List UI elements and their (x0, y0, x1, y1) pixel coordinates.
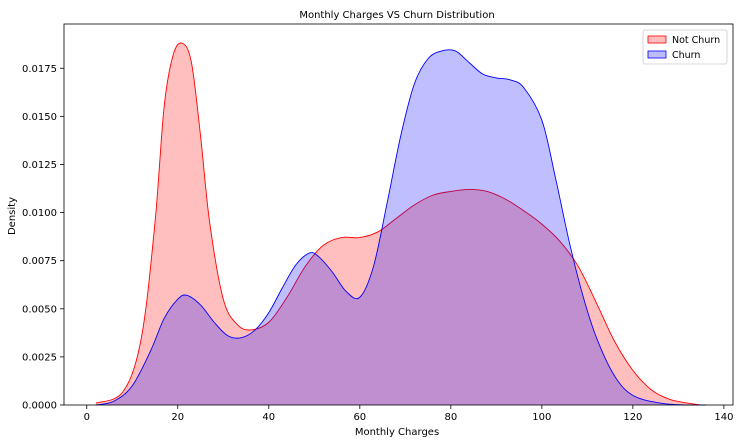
legend: Not Churn Churn (642, 29, 728, 65)
series-line-churn (95, 49, 706, 406)
legend-label-churn: Churn (672, 50, 700, 61)
x-tick-label: 120 (623, 412, 642, 423)
x-tick-label: 80 (444, 412, 457, 423)
x-tick-label: 140 (714, 412, 733, 423)
y-tick-label: 0.0125 (22, 160, 57, 171)
y-axis-label: Density (7, 197, 18, 235)
x-axis-label: Monthly Charges (355, 427, 439, 438)
legend-label-not-churn: Not Churn (672, 35, 720, 46)
series-line-not-churn (95, 42, 702, 406)
x-tick-label: 40 (262, 412, 275, 423)
legend-swatch-not-churn (647, 35, 667, 44)
y-tick-label: 0.0075 (22, 256, 57, 267)
y-axis: 0.0000 0.0025 0.0050 0.0075 0.0100 0.0125 0.01… (22, 64, 64, 412)
plot-frame (63, 23, 734, 406)
plot-area (63, 23, 734, 406)
y-tick-label: 0.0150 (22, 112, 57, 123)
chart-title: Monthly Charges VS Churn Distribution (299, 10, 494, 21)
x-tick-label: 60 (353, 412, 366, 423)
x-tick-label: 100 (532, 412, 551, 423)
y-tick-label: 0.0025 (22, 352, 57, 363)
x-axis: 0 20 40 60 80 100 120 140 (84, 405, 733, 423)
y-tick-label: 0.0100 (22, 208, 57, 219)
x-tick-label: 20 (171, 412, 184, 423)
legend-swatch-churn (647, 50, 667, 59)
x-tick-label: 0 (84, 412, 90, 423)
y-tick-label: 0.0175 (22, 64, 57, 75)
series-area-not-churn (95, 42, 702, 406)
series-area-churn (95, 49, 706, 405)
y-tick-label: 0.0000 (22, 401, 57, 412)
y-tick-label: 0.0050 (22, 304, 57, 315)
